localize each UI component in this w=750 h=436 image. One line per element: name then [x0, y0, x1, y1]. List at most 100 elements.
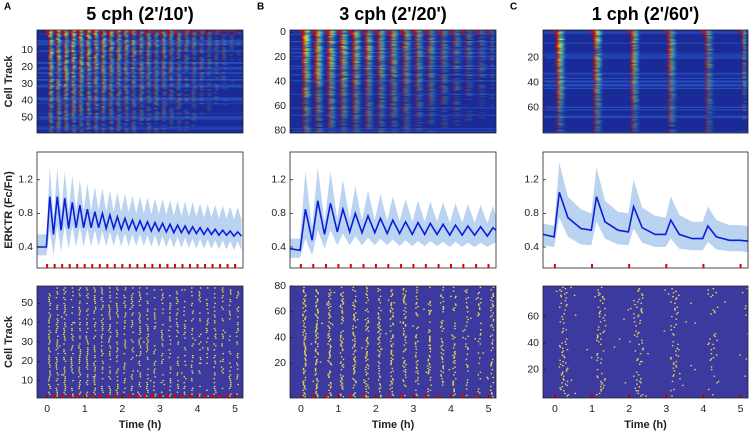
spike-dot: [328, 295, 330, 297]
heatmap-band: [123, 92, 131, 95]
heatmap-noise: [290, 128, 496, 130]
spike-dot: [48, 376, 51, 378]
heatmap-noise: [543, 116, 748, 118]
heatmap-band: [183, 89, 191, 91]
heatmap-band: [592, 35, 604, 37]
heatmap-band: [70, 84, 78, 86]
heatmap-band: [555, 85, 567, 87]
spike-dot: [327, 302, 330, 304]
heatmap-band: [301, 113, 314, 115]
heatmap-band: [476, 80, 488, 82]
heatmap-band: [488, 59, 496, 61]
spike-dot: [352, 331, 354, 334]
spike-dot: [339, 393, 342, 395]
heatmap-band: [629, 106, 641, 108]
heatmap-band: [630, 35, 642, 37]
heatmap-band: [414, 121, 427, 124]
heatmap-band: [161, 77, 169, 79]
heatmap-band: [213, 58, 221, 61]
heatmap-band: [130, 116, 138, 118]
heatmap-band: [86, 46, 94, 49]
heatmap-band: [115, 72, 123, 74]
spike-dot: [675, 364, 677, 367]
spike-dot: [354, 305, 356, 308]
spike-dot: [161, 360, 163, 363]
heatmap-band: [62, 45, 71, 47]
heatmap-band: [326, 71, 338, 73]
spike-dot: [639, 360, 642, 363]
heatmap-band: [425, 60, 438, 62]
spike-dot: [561, 386, 563, 388]
heatmap-band: [741, 110, 748, 112]
spike-dot: [745, 358, 748, 360]
spike-dot: [354, 300, 357, 303]
heatmap-band: [228, 45, 236, 47]
heatmap-band: [62, 100, 70, 103]
heatmap-band: [198, 46, 206, 49]
spike-dot: [429, 344, 431, 346]
heatmap-band: [402, 33, 414, 35]
spike-dot: [590, 356, 593, 359]
heatmap-band: [377, 124, 389, 126]
heatmap-band: [389, 125, 401, 127]
heatmap-band: [47, 99, 55, 101]
heatmap-band: [389, 68, 401, 70]
spike-dot: [198, 293, 201, 295]
heatmap-band: [190, 82, 198, 85]
heatmap-band: [99, 105, 107, 108]
spike-dot: [670, 356, 672, 359]
heatmap-band: [314, 104, 326, 107]
heatmap-band: [439, 58, 451, 60]
heatmap-band: [555, 125, 568, 127]
heatmap-band: [152, 85, 160, 88]
heatmap-band: [388, 83, 401, 86]
heatmap-band: [352, 55, 364, 57]
spike-dot: [467, 365, 469, 367]
spike-dot: [328, 376, 330, 379]
spike-dot: [392, 343, 394, 345]
spike-dot: [198, 298, 200, 301]
heatmap-band: [137, 68, 145, 71]
spike-dot: [161, 343, 164, 345]
spike-dot: [147, 341, 149, 343]
heatmap-band: [388, 43, 400, 45]
heatmap-band: [301, 43, 313, 45]
spike-dot: [123, 364, 126, 366]
spike-dot: [109, 291, 111, 293]
heatmap-band: [183, 62, 191, 64]
heatmap-band: [426, 123, 438, 125]
spike-dot: [198, 362, 201, 364]
spike-dot: [139, 395, 142, 397]
heatmap-band: [78, 107, 86, 110]
spike-dot: [402, 293, 405, 295]
heatmap-band: [122, 31, 130, 34]
heatmap-band: [326, 91, 338, 93]
spike-dot: [115, 356, 118, 359]
stimulus-pulse: [337, 264, 340, 268]
spike-dot: [213, 356, 216, 359]
heatmap-band: [108, 67, 116, 69]
heatmap-band: [55, 31, 64, 34]
heatmap-band: [161, 55, 169, 58]
heatmap-band: [489, 75, 496, 77]
heatmap-band: [197, 48, 206, 51]
heatmap-band: [160, 80, 168, 83]
y-tick-label: 0.8: [18, 207, 33, 219]
spike-dot: [478, 291, 481, 294]
spike-dot: [328, 326, 331, 328]
heatmap-band: [93, 104, 101, 106]
heatmap-band: [363, 88, 375, 91]
heatmap-band: [145, 43, 153, 46]
spike-dot: [213, 310, 216, 312]
spike-dot: [671, 380, 674, 383]
spike-dot: [79, 352, 82, 355]
heatmap-band: [93, 36, 101, 39]
heatmap-band: [85, 90, 93, 93]
spike-dot: [453, 352, 456, 354]
heatmap-band: [63, 127, 71, 130]
heatmap-band: [376, 56, 388, 59]
heatmap-band: [198, 57, 206, 59]
heatmap-band: [389, 65, 401, 67]
heatmap-band: [176, 40, 184, 42]
